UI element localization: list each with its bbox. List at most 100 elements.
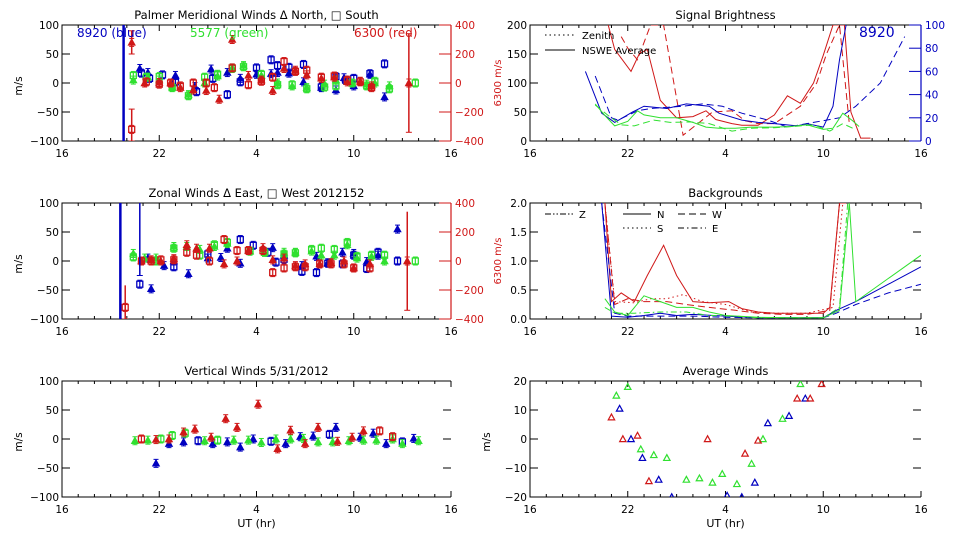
data-point-square: [259, 246, 267, 255]
x-tick-label: 22: [621, 326, 634, 338]
y2-tick-label: 0: [455, 78, 462, 90]
series-line-red-W: [604, 203, 840, 315]
y2-tick-label: 0: [455, 256, 462, 268]
data-point-square: [280, 264, 288, 272]
x-tick-label: 16: [523, 148, 537, 160]
series-line-blue-N: [601, 203, 921, 319]
x-tick-label: 4: [722, 504, 729, 516]
legend-annotation: 5577 (green): [190, 26, 268, 40]
data-point-square: [303, 85, 311, 93]
data-point-square: [388, 433, 397, 441]
x-tick-label: 16: [523, 326, 537, 338]
y-tick-label: 50: [46, 227, 59, 239]
data-point-triangle: [257, 438, 266, 446]
y-tick-label: 2.0: [510, 198, 527, 210]
y2-tick-label: −400: [455, 314, 484, 326]
data-point-triangle: [206, 64, 216, 73]
panel-meridional: Palmer Meridional Winds Δ North, □ South…: [13, 8, 504, 160]
data-point-triangle: [151, 458, 161, 467]
data-point-triangle: [330, 250, 339, 259]
legend-label: W: [712, 210, 722, 221]
x-tick-label: 16: [914, 504, 928, 516]
data-point-square: [210, 83, 219, 92]
data-point-triangle: [409, 433, 418, 442]
y2-tick-label: 40: [925, 90, 938, 102]
data-point-triangle: [801, 393, 810, 402]
chart-title: Zonal Winds Δ East, □ West 2012152: [149, 186, 365, 200]
data-point-square: [340, 260, 348, 268]
data-point-square: [380, 60, 389, 68]
series-line-red-N: [604, 203, 847, 314]
data-point-triangle: [179, 427, 188, 436]
data-point-triangle: [164, 434, 174, 443]
x-tick-label: 22: [153, 326, 166, 338]
data-point-triangle: [453, 436, 459, 442]
data-point-triangle: [393, 224, 402, 233]
data-point-triangle: [206, 432, 216, 441]
data-point-square: [239, 63, 248, 71]
y-tick-label: −50: [37, 107, 59, 119]
data-point-triangle: [414, 436, 423, 444]
data-point-triangle: [607, 412, 616, 421]
data-point-triangle: [232, 422, 242, 431]
data-point-square: [301, 263, 309, 271]
data-point-triangle: [202, 86, 211, 94]
data-point-triangle: [636, 444, 645, 453]
data-point-square: [332, 82, 340, 90]
y-tick-label: 100: [39, 20, 59, 32]
x-tick-label: 4: [253, 148, 260, 160]
data-point-triangle: [356, 432, 365, 441]
data-point-square: [303, 66, 311, 74]
data-point-triangle: [381, 439, 391, 447]
data-point-square: [353, 252, 361, 261]
x-axis-label: UT (hr): [706, 517, 744, 530]
x-tick-label: 10: [347, 504, 360, 516]
data-point-square: [307, 245, 316, 254]
data-point-triangle: [189, 85, 198, 94]
data-point-square: [367, 251, 376, 259]
data-point-triangle: [286, 434, 295, 443]
y-tick-label: −10: [505, 463, 527, 475]
data-point-triangle: [638, 453, 647, 462]
data-point-square: [257, 77, 266, 85]
data-point-triangle: [151, 435, 161, 443]
x-tick-label: 4: [722, 326, 729, 338]
data-point-triangle: [223, 437, 232, 446]
data-point-triangle: [268, 86, 277, 94]
data-point-square: [194, 437, 202, 445]
data-point-square: [411, 257, 419, 265]
data-point-triangle: [219, 259, 229, 268]
series-line-5577-zen: [594, 104, 853, 132]
data-point-triangle: [380, 92, 389, 101]
data-point-triangle: [338, 247, 347, 256]
data-point-triangle: [618, 434, 628, 443]
data-point-square: [350, 264, 358, 272]
data-point-square: [147, 257, 155, 265]
data-point-triangle: [753, 436, 763, 444]
data-point-triangle: [331, 422, 341, 431]
data-point-square: [267, 56, 275, 64]
data-point-triangle: [695, 473, 704, 482]
data-point-triangle: [644, 476, 654, 485]
data-point-triangle: [792, 393, 802, 402]
y-tick-label: 100: [39, 376, 59, 388]
y2-tick-label: −200: [455, 107, 484, 119]
data-point-square: [183, 248, 191, 256]
y-axis-label: m/s: [13, 432, 25, 451]
data-point-square: [233, 246, 241, 255]
legend-label: N: [657, 210, 664, 221]
data-point-square: [236, 78, 244, 86]
data-point-triangle: [398, 439, 407, 447]
data-point-triangle: [747, 459, 756, 467]
chart-title: Average Winds: [683, 364, 769, 378]
data-point-triangle: [778, 414, 787, 422]
data-point-triangle: [708, 478, 717, 486]
x-tick-label: 22: [153, 148, 166, 160]
data-point-triangle: [796, 381, 805, 388]
x-tick-label: 16: [444, 148, 458, 160]
data-point-triangle: [718, 469, 727, 477]
plot-area: [601, 203, 921, 319]
data-point-square: [137, 257, 146, 265]
data-point-triangle: [313, 437, 323, 446]
data-point-square: [213, 70, 222, 78]
